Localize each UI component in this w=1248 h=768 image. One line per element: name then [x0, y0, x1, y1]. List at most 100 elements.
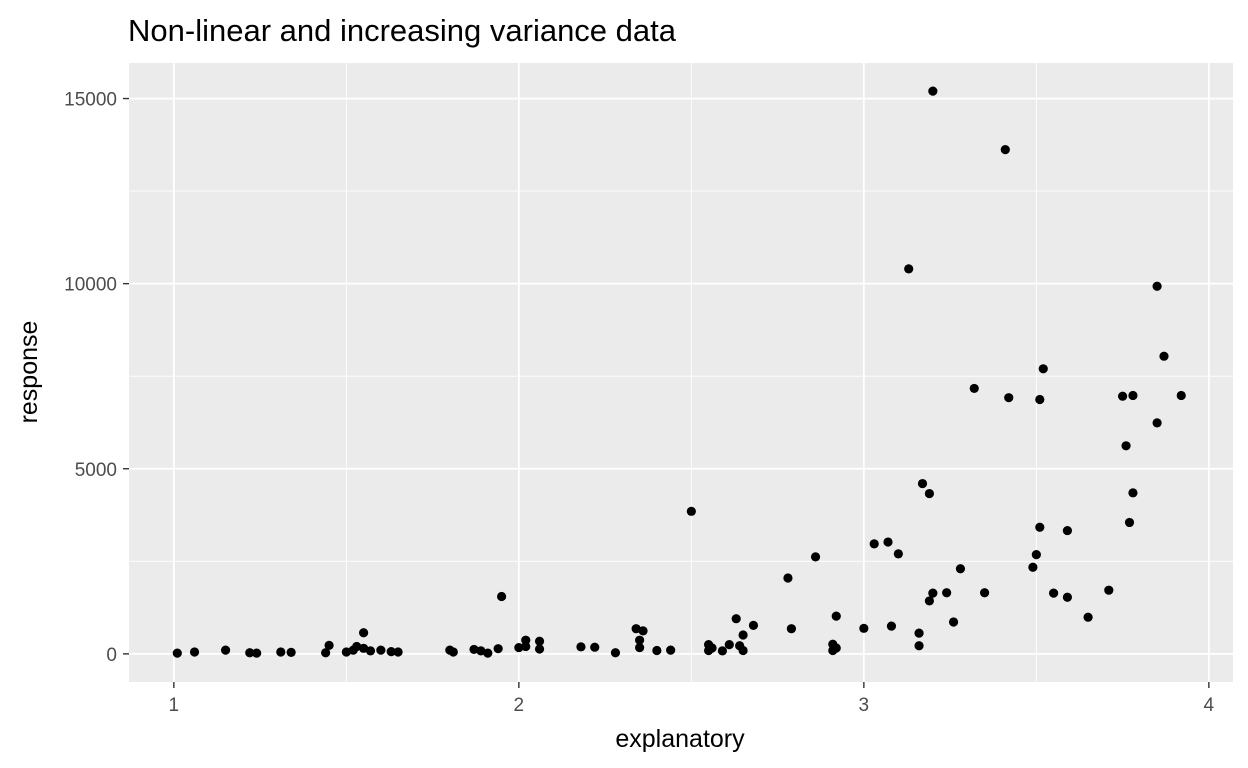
data-point [638, 626, 648, 636]
data-point [172, 648, 182, 658]
data-point [810, 552, 821, 562]
data-point [904, 264, 914, 274]
plot-panel [129, 63, 1233, 682]
data-point [724, 640, 734, 650]
data-point [831, 643, 841, 653]
data-point [969, 383, 979, 394]
data-point [1118, 391, 1128, 401]
y-tick-label: 5000 [75, 460, 117, 481]
data-point [610, 648, 621, 658]
y-axis: 0 5000 10000 15000 [64, 90, 129, 666]
data-point [1176, 390, 1186, 401]
data-point [386, 647, 396, 657]
data-point [1128, 390, 1138, 401]
data-point [652, 645, 662, 656]
data-point [1035, 522, 1045, 532]
data-point [189, 647, 200, 657]
data-point [221, 645, 231, 655]
x-tick-label: 1 [169, 695, 180, 716]
data-point [731, 614, 741, 624]
data-point [576, 642, 586, 652]
data-point [341, 647, 351, 657]
data-point [980, 588, 990, 598]
data-point [886, 621, 897, 631]
data-point [869, 539, 879, 549]
data-point [497, 591, 507, 602]
data-point [786, 624, 797, 634]
data-point [483, 648, 493, 658]
data-point [1104, 585, 1114, 595]
data-point [286, 647, 296, 657]
data-point [534, 636, 545, 646]
data-point [359, 643, 369, 653]
y-axis-label: response [15, 321, 43, 424]
data-point [686, 506, 696, 516]
data-point [955, 564, 966, 574]
data-point [914, 628, 924, 638]
data-point [469, 644, 479, 655]
x-axis-label: explanatory [615, 725, 745, 753]
data-point [321, 648, 331, 658]
data-point [245, 648, 255, 658]
data-point [914, 641, 924, 651]
data-points [172, 86, 1186, 658]
data-point [1124, 517, 1135, 528]
x-tick-label: 3 [859, 695, 870, 716]
data-point [924, 596, 935, 606]
chart-title: Non-linear and increasing variance data [128, 13, 677, 48]
data-point [831, 611, 841, 621]
data-point [393, 647, 403, 657]
data-point [942, 588, 952, 598]
data-point [365, 646, 376, 656]
data-point [707, 643, 717, 653]
y-tick-label: 0 [106, 645, 117, 666]
data-point [476, 646, 486, 656]
data-point [1000, 145, 1010, 155]
data-point [631, 624, 641, 634]
data-point [783, 573, 793, 583]
data-point [635, 642, 645, 653]
data-point [324, 640, 334, 650]
data-point [359, 628, 369, 638]
major-gridlines [129, 63, 1233, 682]
data-point [666, 645, 676, 655]
data-point [748, 620, 759, 630]
data-point [1121, 441, 1131, 451]
data-point [1152, 281, 1162, 291]
minor-gridlines [129, 63, 1233, 682]
data-point [1152, 418, 1162, 428]
y-tick-label: 10000 [64, 275, 117, 296]
data-point [1062, 525, 1072, 536]
x-axis: 1 2 3 4 [169, 682, 1215, 716]
x-tick-label: 4 [1204, 695, 1215, 716]
data-point [521, 641, 531, 652]
data-point [1062, 592, 1072, 602]
data-point [1159, 351, 1169, 361]
data-point [1083, 612, 1093, 622]
data-point [521, 635, 531, 645]
data-point [352, 641, 362, 652]
data-point [928, 588, 938, 598]
data-point [1004, 393, 1014, 403]
data-point [1035, 394, 1045, 405]
y-tick-label: 15000 [64, 90, 117, 111]
data-point [883, 537, 893, 547]
data-point [514, 642, 524, 653]
data-point [924, 488, 935, 499]
data-point [928, 86, 938, 96]
data-point [1038, 364, 1048, 374]
data-point [590, 642, 600, 652]
data-point [738, 645, 748, 656]
data-point [1031, 550, 1041, 560]
data-point [534, 644, 545, 654]
data-point [948, 617, 959, 627]
data-point [376, 645, 386, 655]
data-point [1028, 562, 1038, 572]
data-point [859, 623, 869, 633]
data-point [493, 644, 503, 654]
data-point [276, 647, 286, 657]
data-point [893, 549, 903, 559]
data-point [1128, 488, 1138, 498]
data-point [717, 646, 728, 656]
